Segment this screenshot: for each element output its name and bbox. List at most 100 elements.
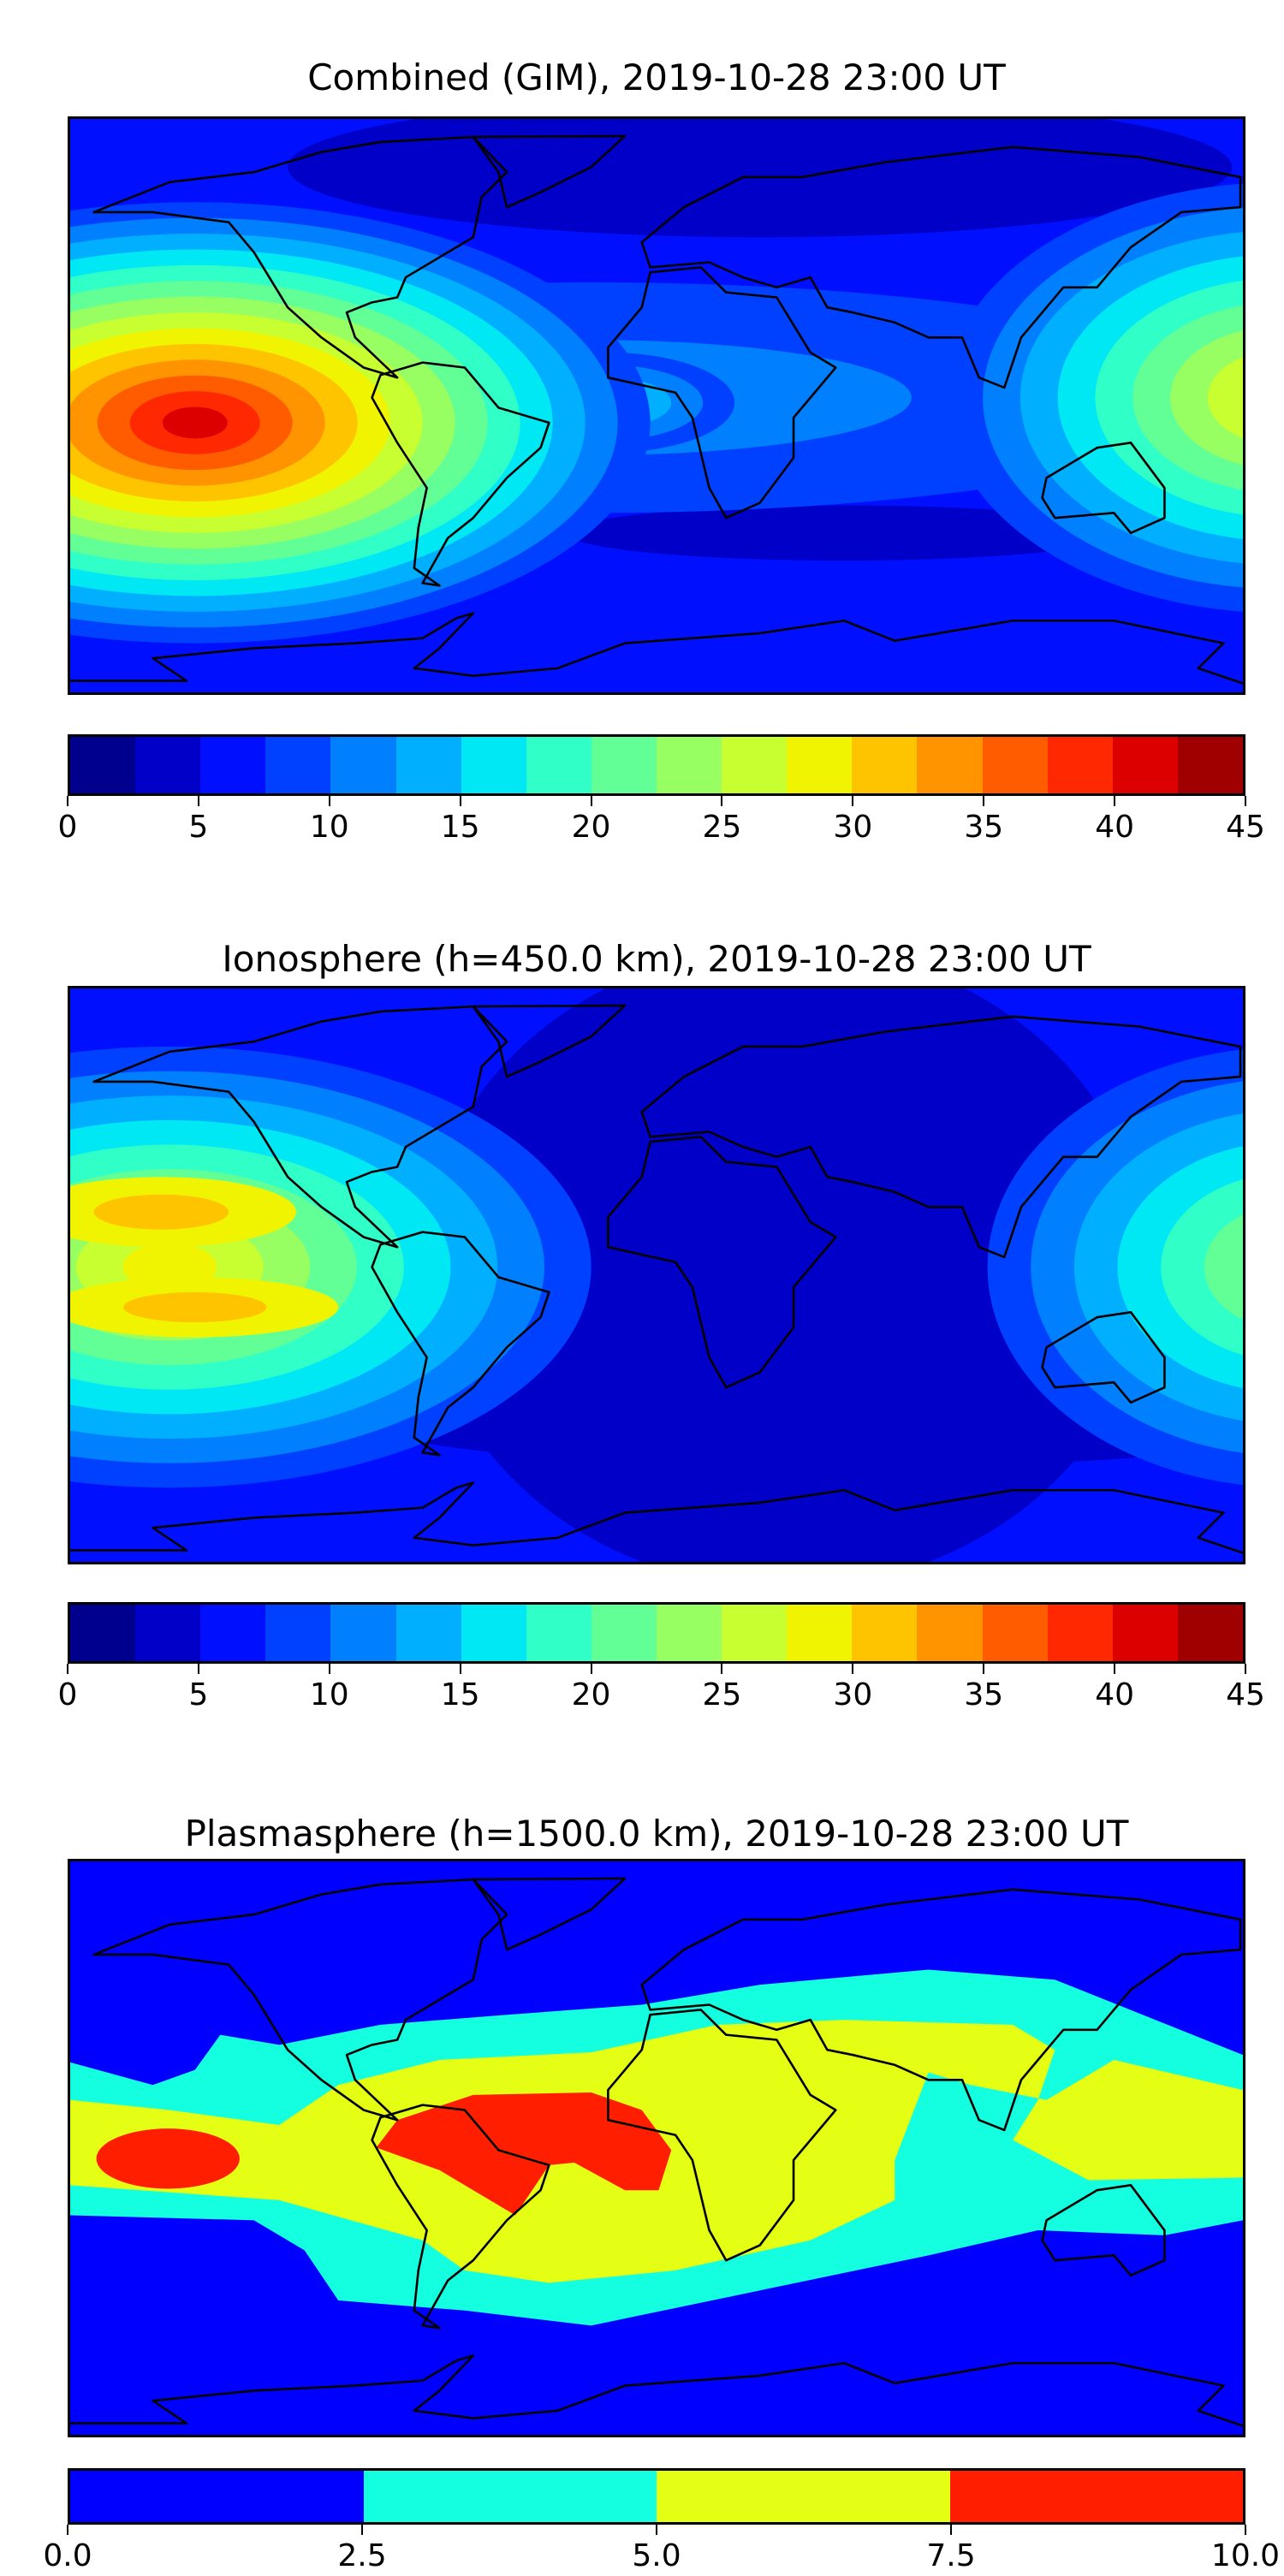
coastline <box>1043 442 1165 532</box>
colorbar-tick-label: 10.0 <box>1210 2538 1281 2573</box>
contour-level-10 <box>1207 357 1243 439</box>
coastline <box>372 1232 550 1456</box>
map-plot <box>68 116 1245 695</box>
colorbar-tick-mark <box>67 1664 68 1674</box>
coastline <box>1043 2185 1165 2275</box>
coastlines <box>70 136 1243 684</box>
colorbar-segment <box>656 737 722 793</box>
colorbar-segment <box>200 737 266 793</box>
colorbar-segment <box>200 1605 266 1661</box>
colorbar-tick-mark <box>1114 1664 1116 1674</box>
coastline <box>94 1006 508 1247</box>
coastline <box>608 267 835 518</box>
colorbar-tick-label: 5 <box>188 1677 209 1712</box>
colorbar-tick-mark <box>590 1664 592 1674</box>
coastline <box>70 2355 1243 2425</box>
contour-level-3 <box>376 2092 672 2216</box>
colorbar-segment <box>852 1605 918 1661</box>
colorbar-tick-label: 40 <box>1095 810 1135 845</box>
colorbar-segment <box>1047 737 1113 793</box>
colorbar-segment <box>591 1605 657 1661</box>
colorbar-tick-label: 15 <box>440 810 480 845</box>
colorbar-segment <box>135 737 201 793</box>
map-plot <box>68 1859 1245 2437</box>
coastline <box>70 1482 1243 1552</box>
tec-map <box>70 1861 1243 2435</box>
colorbar-tick-label: 25 <box>702 1677 742 1712</box>
colorbar-segment <box>852 737 918 793</box>
colorbar-segment <box>917 737 983 793</box>
colorbar-tick-label: 35 <box>964 1677 1004 1712</box>
colorbar-tick-label: 30 <box>833 1677 873 1712</box>
colorbar-tick-label: 15 <box>440 1677 480 1712</box>
colorbar-tick-mark <box>328 1664 330 1674</box>
colorbar-tick-label: 30 <box>833 810 873 845</box>
colorbar-segment <box>656 1605 722 1661</box>
contour-level-7 <box>1161 1179 1243 1356</box>
colorbar <box>68 2468 1245 2525</box>
colorbar-segment <box>657 2471 950 2522</box>
colorbar-tick-label: 40 <box>1095 1677 1135 1712</box>
colorbar-segment <box>1112 1605 1178 1661</box>
contour-level-12 <box>123 1291 267 1323</box>
colorbar-segment <box>787 1605 853 1661</box>
contour-level-8 <box>1204 1214 1243 1320</box>
colorbar-tick-mark <box>721 1664 723 1674</box>
colorbar-segment <box>461 737 526 793</box>
colorbar-segment <box>265 1605 331 1661</box>
colorbar-tick-mark <box>1245 796 1246 806</box>
colorbar-tick-mark <box>67 796 68 806</box>
colorbar-tick-mark <box>361 2525 363 2535</box>
colorbar-tick-mark <box>950 2525 952 2535</box>
coastline <box>372 363 550 586</box>
colorbar-tick-label: 35 <box>964 810 1004 845</box>
colorbar-tick-mark <box>459 796 461 806</box>
colorbar-ticks: 0 5 10 15 20 25 30 35 40 45 <box>58 1664 1265 1715</box>
colorbar-segment <box>461 1605 526 1661</box>
coastline <box>70 613 1243 683</box>
colorbar-tick-mark <box>852 1664 854 1674</box>
coastlines <box>70 1879 1243 2426</box>
colorbar-segment <box>1177 737 1243 793</box>
colorbar-tick-mark <box>983 796 985 806</box>
colorbar-tick-label: 10 <box>309 1677 349 1712</box>
colorbar-tick-mark <box>983 1664 985 1674</box>
colorbar-segment <box>526 737 591 793</box>
colorbar-tick-mark <box>67 2525 68 2535</box>
coastline <box>608 1137 835 1387</box>
colorbar-tick-label: 25 <box>702 810 742 845</box>
colorbar-segment <box>70 2471 364 2522</box>
colorbar-segment <box>1047 1605 1113 1661</box>
colorbar-tick-mark <box>852 796 854 806</box>
coastline <box>642 1017 1240 1257</box>
colorbar-tick-mark <box>656 2525 657 2535</box>
map-plot <box>68 986 1245 1564</box>
coastline <box>642 1890 1240 2130</box>
colorbar-tick-label: 45 <box>1226 1677 1265 1712</box>
coastline <box>642 147 1240 388</box>
colorbar-tick-label: 0.0 <box>43 2538 92 2573</box>
colorbar-segment <box>1112 737 1178 793</box>
colorbar-segment <box>526 1605 591 1661</box>
colorbar-tick-label: 10 <box>309 810 349 845</box>
panel-title: Ionosphere (h=450.0 km), 2019-10-28 23:0… <box>222 938 1091 980</box>
colorbar-tick-label: 0 <box>57 810 78 845</box>
colorbar-ticks: 0 5 10 15 20 25 30 35 40 45 <box>58 796 1265 847</box>
colorbar-tick-mark <box>721 796 723 806</box>
colorbar-tick-label: 45 <box>1226 810 1265 845</box>
coastline <box>94 1879 508 2120</box>
colorbar-segment <box>722 737 788 793</box>
colorbar-tick-label: 2.5 <box>337 2538 387 2573</box>
coastlines <box>70 1006 1243 1553</box>
colorbar-tick-label: 5 <box>188 810 209 845</box>
contour-level-12 <box>93 1194 229 1230</box>
colorbar-segment <box>70 737 136 793</box>
coastline <box>473 1006 625 1077</box>
coastline <box>473 1879 625 1950</box>
colorbar-tick-mark <box>1245 2525 1246 2535</box>
panel-title: Combined (GIM), 2019-10-28 23:00 UT <box>307 56 1006 98</box>
colorbar-segment <box>265 737 331 793</box>
panel-title: Plasmasphere (h=1500.0 km), 2019-10-28 2… <box>184 1813 1129 1855</box>
colorbar-segment <box>722 1605 788 1661</box>
colorbar-segment <box>982 737 1048 793</box>
